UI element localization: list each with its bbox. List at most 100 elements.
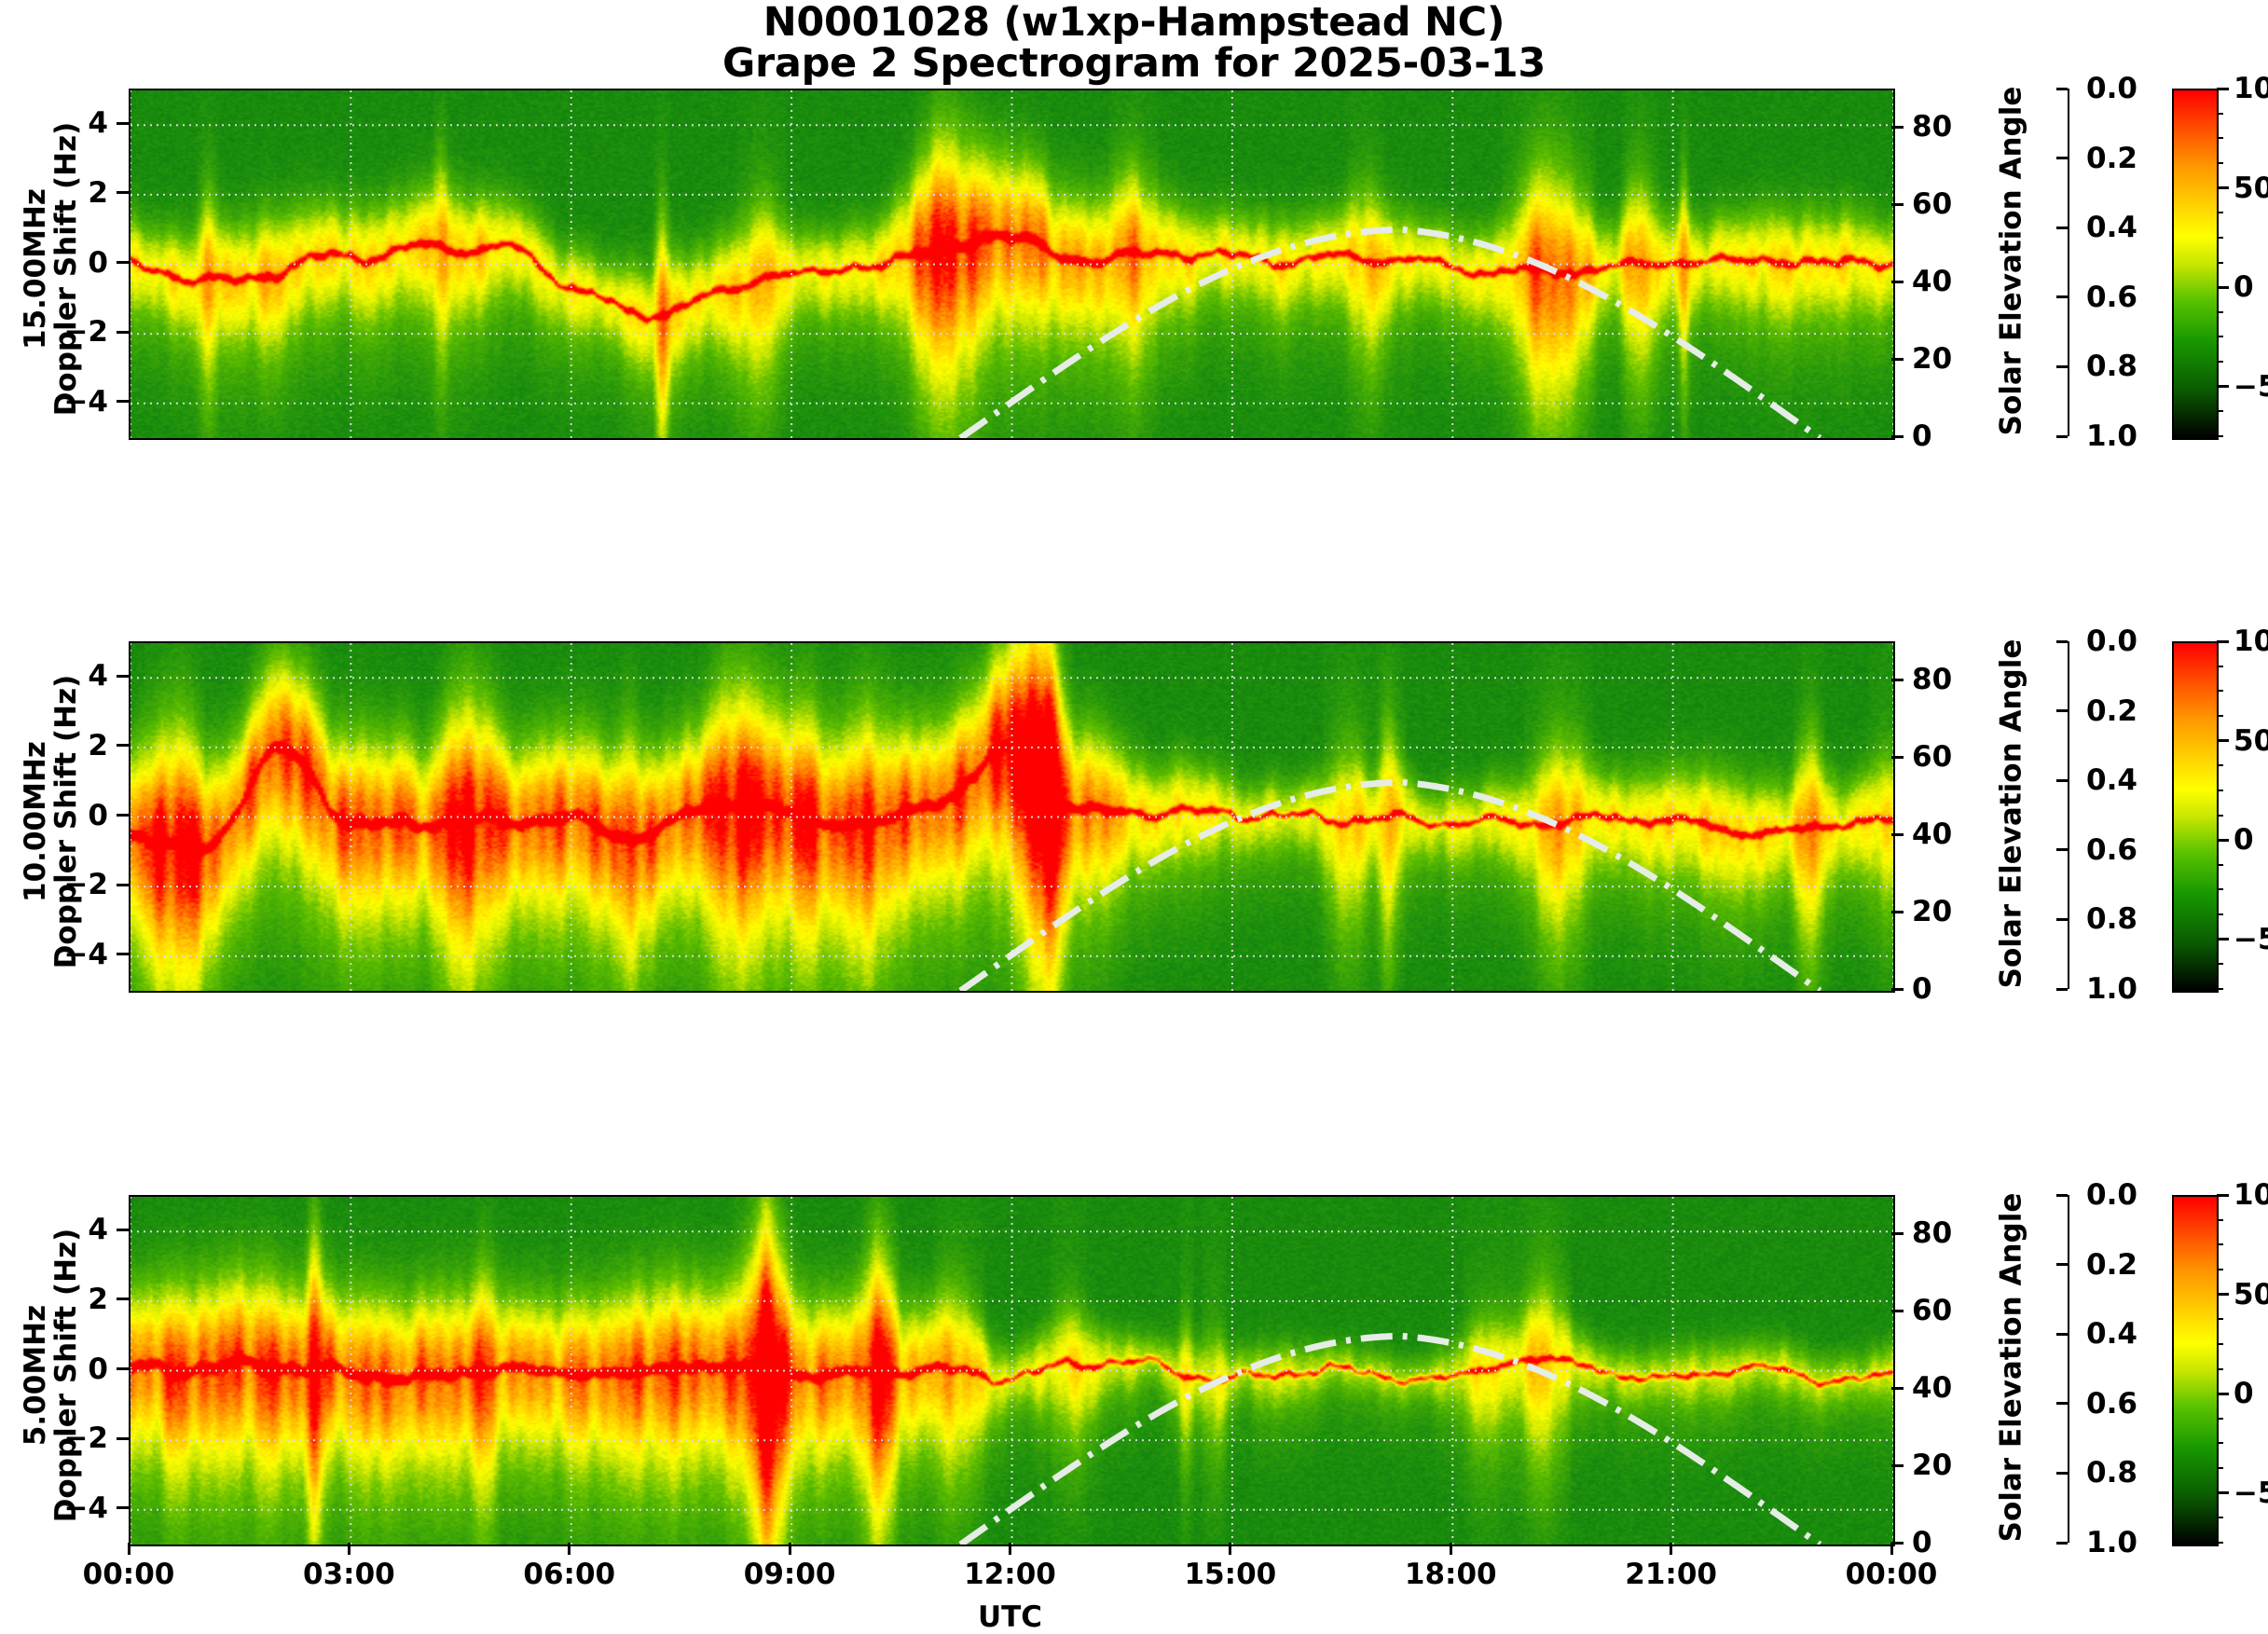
obscuration-tick-mark	[2056, 1402, 2068, 1406]
colorbar-minor-tick	[2217, 1442, 2223, 1445]
x-tick-label: 12:00	[964, 1558, 1056, 1591]
colorbar-tick-label: 50	[2234, 723, 2268, 758]
obscuration-tick-label: 0.4	[2086, 763, 2137, 798]
y-tick-label: 4	[88, 659, 108, 693]
colorbar-gradient	[2174, 643, 2217, 991]
obscuration-tick-label: 0.8	[2086, 1456, 2137, 1490]
spectrogram-panel-5-00MHz[interactable]	[129, 1195, 1895, 1546]
y-tick-label: 4	[88, 1213, 108, 1247]
colorbar-minor-tick	[2217, 1268, 2223, 1270]
colorbar-tick-label: 100	[2234, 625, 2268, 658]
obscuration-tick-label: 0.0	[2086, 625, 2137, 658]
y-tick-mark	[117, 330, 129, 334]
colorbar-gradient	[2174, 90, 2217, 438]
spectrogram-image	[131, 90, 1893, 438]
elevation-tick-mark	[1891, 678, 1904, 681]
elevation-tick-mark	[1891, 280, 1904, 283]
obscuration-tick-label: 0.4	[2086, 211, 2137, 245]
obscuration-tick-mark	[2056, 226, 2068, 229]
obscuration-tick-label: 0.6	[2086, 1386, 2137, 1421]
y-tick-label: 0	[88, 798, 108, 832]
elevation-tick-label: 40	[1912, 817, 1953, 852]
elevation-tick-label: 60	[1912, 1294, 1953, 1328]
spectrogram-panel-10-00MHz[interactable]	[129, 641, 1895, 993]
elevation-axis-label: Solar Elevation Angle	[1994, 638, 2027, 988]
colorbar-minor-tick	[2217, 690, 2223, 693]
spectrogram-image	[131, 643, 1893, 991]
y-tick-mark	[117, 744, 129, 748]
colorbar-minor-tick	[2217, 1393, 2223, 1395]
obscuration-tick-mark	[2056, 1263, 2068, 1267]
y-tick-label: 0	[88, 245, 108, 280]
colorbar-tick-label: 0	[2234, 823, 2254, 858]
colorbar-minor-tick	[2217, 640, 2223, 642]
spectrogram-panel-15-00MHz[interactable]	[129, 89, 1895, 440]
colorbar-minor-tick	[2217, 410, 2223, 413]
colorbar-minor-tick	[2217, 764, 2223, 767]
colorbar-minor-tick	[2217, 1542, 2223, 1544]
elevation-tick-mark	[1891, 125, 1904, 129]
colorbar-minor-tick	[2217, 88, 2223, 89]
y-tick-mark	[117, 1436, 129, 1440]
y-tick-mark	[117, 953, 129, 956]
colorbar-minor-tick	[2217, 714, 2223, 717]
obscuration-tick-mark	[2056, 87, 2068, 90]
y-axis-label: 15.00MHz Doppler Shift (Hz)	[18, 76, 82, 461]
obscuration-tick-label: 1.0	[2086, 972, 2137, 1006]
obscuration-tick-label: 0.2	[2086, 1247, 2137, 1282]
y-tick-mark	[117, 1367, 129, 1370]
colorbar-minor-tick	[2217, 137, 2223, 140]
colorbar-minor-tick	[2217, 739, 2223, 742]
colorbar-minor-tick	[2217, 1367, 2223, 1370]
elevation-tick-label: 20	[1912, 342, 1953, 377]
y-tick-mark	[117, 674, 129, 678]
y-axis-quantity: Doppler Shift (Hz)	[48, 121, 82, 416]
y-tick-mark	[117, 191, 129, 195]
colorbar-tick-label: −50	[2234, 369, 2268, 404]
obscuration-tick-mark	[2056, 848, 2068, 852]
obscuration-tick-mark	[2056, 1471, 2068, 1475]
colorbar-tick-label: 0	[2234, 270, 2254, 305]
elevation-tick-mark	[1891, 1309, 1904, 1312]
x-tick-mark	[1890, 1543, 1893, 1555]
x-tick-label: 15:00	[1184, 1558, 1277, 1591]
obscuration-tick-mark	[2056, 778, 2068, 782]
colorbar-minor-tick	[2217, 186, 2223, 189]
elevation-tick-mark	[1891, 1463, 1904, 1467]
colorbar-minor-tick	[2217, 236, 2223, 239]
elevation-tick-mark	[1891, 202, 1904, 206]
elevation-tick-label: 60	[1912, 740, 1953, 775]
colorbar-minor-tick	[2217, 988, 2223, 990]
colorbar-tick-label: 50	[2234, 171, 2268, 205]
x-tick-label: 18:00	[1404, 1558, 1497, 1591]
elevation-tick-mark	[1891, 910, 1904, 913]
colorbar-minor-tick	[2217, 1194, 2223, 1196]
y-tick-mark	[117, 814, 129, 817]
x-axis-label: UTC	[977, 1600, 1043, 1634]
obscuration-tick-label: 0.2	[2086, 141, 2137, 175]
colorbar-minor-tick	[2217, 1491, 2223, 1494]
colorbar-minor-tick	[2217, 1318, 2223, 1321]
obscuration-tick-mark	[2056, 157, 2068, 160]
obscuration-tick-mark	[2056, 639, 2068, 643]
y-tick-label: 2	[88, 1282, 108, 1316]
x-tick-mark	[1229, 1543, 1232, 1555]
elevation-tick-label: 80	[1912, 663, 1953, 697]
y-tick-label: 2	[88, 175, 108, 210]
obscuration-axis-spine	[2068, 1195, 2069, 1543]
elevation-tick-mark	[1891, 755, 1904, 759]
colorbar-minor-tick	[2217, 1243, 2223, 1246]
y-tick-label: −4	[63, 937, 108, 971]
colorbar-minor-tick	[2217, 665, 2223, 667]
y-tick-label: 0	[88, 1352, 108, 1386]
y-tick-label: 4	[88, 106, 108, 141]
colorbar-minor-tick	[2217, 385, 2223, 388]
title-line-1: N0001028 (w1xp-Hampstead NC)	[763, 0, 1505, 46]
obscuration-tick-label: 0.8	[2086, 350, 2137, 384]
y-axis-label: 5.00MHz Doppler Shift (Hz)	[18, 1183, 82, 1568]
elevation-axis-label: Solar Elevation Angle	[1994, 1192, 2027, 1542]
elevation-tick-mark	[1891, 1386, 1904, 1390]
colorbar-tick-label: −50	[2234, 1476, 2268, 1510]
obscuration-tick-mark	[2056, 987, 2068, 991]
obscuration-axis-spine	[2068, 641, 2069, 989]
